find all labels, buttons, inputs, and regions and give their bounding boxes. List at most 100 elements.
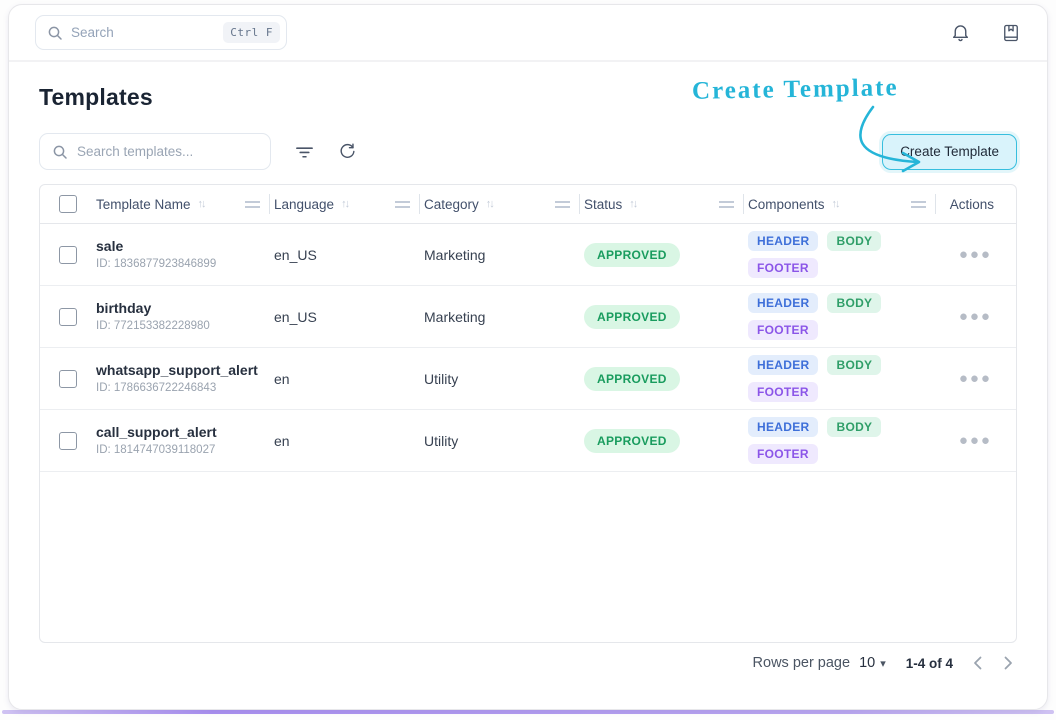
chevron-left-icon (973, 656, 982, 670)
language-cell: en (274, 432, 290, 449)
category-cell: Utility (424, 432, 459, 449)
book-bookmark-icon (1001, 23, 1021, 43)
language-cell: en (274, 370, 290, 387)
status-badge: APPROVED (584, 428, 680, 453)
column-header-category[interactable]: Category ↑↓ (424, 185, 584, 223)
template-name: sale (96, 238, 124, 254)
chevron-right-icon (1004, 656, 1013, 670)
row-actions-menu-button[interactable]: ●●● (958, 308, 992, 325)
templates-table: Template Name ↑↓ Language ↑↓ Category ↑↓ St… (39, 184, 1017, 643)
column-resize-handle[interactable] (911, 200, 926, 208)
row-checkbox[interactable] (59, 307, 77, 326)
component-badge-header: HEADER (748, 417, 819, 437)
shortcut-badge: Ctrl F (223, 22, 280, 43)
template-search-input[interactable] (77, 144, 258, 159)
template-search-box[interactable] (39, 133, 271, 170)
refresh-button[interactable] (338, 142, 357, 161)
refresh-icon (338, 142, 357, 161)
component-badge-body: BODY (827, 293, 882, 313)
component-badge-footer: FOOTER (748, 320, 818, 340)
row-actions-menu-button[interactable]: ●●● (958, 370, 992, 387)
column-header-template-name[interactable]: Template Name ↑↓ (96, 185, 274, 223)
template-id: ID: 1836877923846899 (96, 257, 217, 270)
filter-icon (295, 144, 314, 160)
template-id: ID: 1786636722246843 (96, 381, 217, 394)
row-checkbox[interactable] (59, 369, 77, 388)
table-row: call_support_alert ID: 1814747039118027 … (40, 410, 1016, 472)
column-resize-handle[interactable] (719, 200, 734, 208)
table-row: sale ID: 1836877923846899 en_US Marketin… (40, 224, 1016, 286)
column-resize-handle[interactable] (245, 200, 260, 208)
component-badge-body: BODY (827, 417, 882, 437)
column-header-components[interactable]: Components ↑↓ (748, 185, 940, 223)
table-row: whatsapp_support_alert ID: 1786636722246… (40, 348, 1016, 410)
component-badge-footer: FOOTER (748, 444, 818, 464)
template-name: birthday (96, 300, 152, 316)
template-id: ID: 1814747039118027 (96, 443, 216, 456)
row-checkbox[interactable] (59, 245, 77, 264)
notifications-button[interactable] (950, 22, 971, 43)
component-badge-body: BODY (827, 231, 882, 251)
chevron-down-icon: ▾ (880, 657, 886, 670)
table-empty-space (40, 472, 1016, 642)
filter-button[interactable] (295, 144, 314, 160)
template-name: whatsapp_support_alert (96, 362, 258, 378)
table-header-row: Template Name ↑↓ Language ↑↓ Category ↑↓ St… (40, 185, 1016, 224)
status-badge: APPROVED (584, 242, 680, 267)
row-actions-menu-button[interactable]: ●●● (958, 432, 992, 449)
table-row: birthday ID: 772153382228980 en_US Marke… (40, 286, 1016, 348)
component-badge-header: HEADER (748, 231, 819, 251)
bottom-accent-line (2, 710, 1054, 714)
column-resize-handle[interactable] (555, 200, 570, 208)
create-template-button[interactable]: Create Template (882, 133, 1017, 170)
template-id: ID: 772153382228980 (96, 319, 210, 332)
global-search-box[interactable]: Ctrl F (35, 15, 287, 50)
select-all-checkbox[interactable] (59, 195, 77, 213)
content: Templates Create Template (9, 62, 1047, 671)
category-cell: Utility (424, 370, 459, 387)
row-actions-menu-button[interactable]: ●●● (958, 246, 992, 263)
app-window: Ctrl F Templates Create Template (8, 4, 1048, 710)
category-cell: Marketing (424, 308, 486, 325)
docs-button[interactable] (1001, 23, 1021, 43)
rows-per-page-label: Rows per page (752, 655, 851, 671)
language-cell: en_US (274, 246, 317, 263)
pagination-range: 1-4 of 4 (905, 655, 953, 671)
next-page-button[interactable] (1004, 656, 1013, 670)
previous-page-button[interactable] (973, 656, 982, 670)
column-divider (579, 194, 580, 214)
page-title: Templates (39, 84, 153, 110)
column-resize-handle[interactable] (395, 200, 410, 208)
bell-icon (950, 22, 971, 43)
global-search-input[interactable] (71, 25, 216, 40)
column-divider (419, 194, 420, 214)
sort-icon: ↑↓ (485, 198, 495, 210)
component-badge-body: BODY (827, 355, 882, 375)
component-badge-header: HEADER (748, 293, 819, 313)
column-header-actions: Actions (949, 196, 994, 212)
search-icon (52, 144, 68, 160)
column-divider (935, 194, 936, 214)
sort-icon: ↑↓ (629, 198, 638, 210)
table-toolbar: Create Template (39, 133, 1017, 170)
status-badge: APPROVED (584, 304, 680, 329)
row-checkbox[interactable] (59, 431, 77, 450)
component-badge-footer: FOOTER (748, 258, 818, 278)
column-header-language[interactable]: Language ↑↓ (274, 185, 424, 223)
sort-icon: ↑↓ (197, 198, 207, 210)
component-badge-header: HEADER (748, 355, 819, 375)
column-divider (269, 194, 270, 214)
status-badge: APPROVED (584, 366, 680, 391)
category-cell: Marketing (424, 246, 486, 263)
language-cell: en_US (274, 308, 317, 325)
topbar: Ctrl F (9, 5, 1047, 62)
pagination: Rows per page 10 ▾ 1-4 of 4 (39, 655, 1017, 671)
topbar-icons (950, 22, 1021, 43)
column-divider (743, 194, 744, 214)
column-header-status[interactable]: Status ↑↓ (584, 185, 748, 223)
rows-per-page-select[interactable]: 10 ▾ (859, 655, 886, 671)
sort-icon: ↑↓ (831, 198, 841, 210)
template-name: call_support_alert (96, 424, 217, 440)
component-badge-footer: FOOTER (748, 382, 818, 402)
